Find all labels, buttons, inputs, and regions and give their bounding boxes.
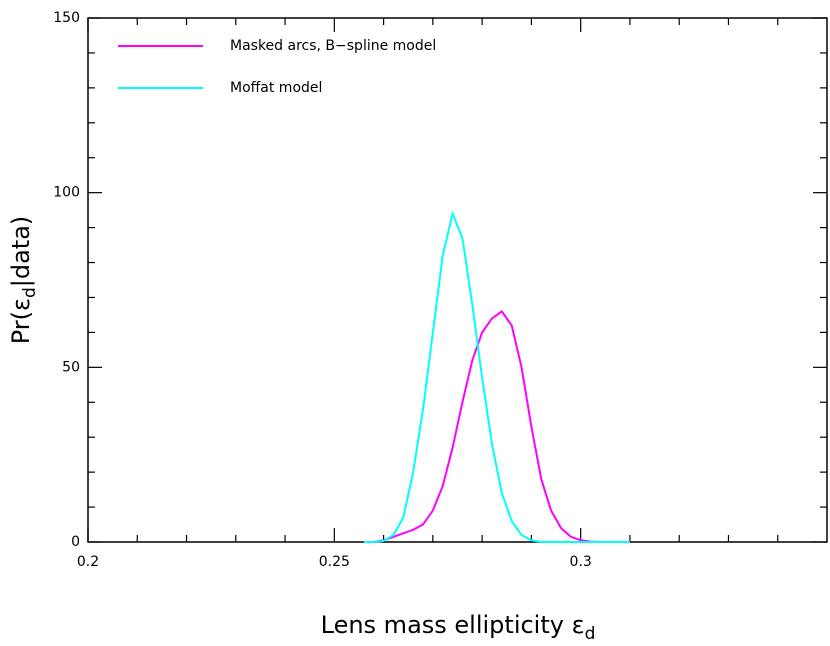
y-tick-label: 100 xyxy=(53,185,80,201)
y-axis-label: Pr(εd|data) xyxy=(7,216,40,345)
series-line xyxy=(363,310,630,543)
series-line xyxy=(363,210,630,543)
y-tick-label: 0 xyxy=(71,534,80,550)
y-tick-label: 50 xyxy=(62,359,80,375)
x-tick-label: 0.25 xyxy=(319,554,350,570)
y-label-text: |data) xyxy=(7,216,35,288)
x-tick-label: 0.2 xyxy=(77,554,99,570)
plot-frame xyxy=(87,17,828,543)
legend-label: Moffat model xyxy=(230,80,322,96)
x-label-text: Lens mass ellipticity ε xyxy=(321,611,585,639)
y-tick-label: 150 xyxy=(53,10,80,26)
y-label-text: Pr(ε xyxy=(7,298,35,344)
y-label-sub: d xyxy=(20,287,40,298)
legend-label: Masked arcs, B−spline model xyxy=(230,38,436,54)
x-axis-label: Lens mass ellipticity εd xyxy=(321,611,596,644)
x-label-sub: d xyxy=(585,624,596,644)
x-tick-label: 0.3 xyxy=(570,554,592,570)
